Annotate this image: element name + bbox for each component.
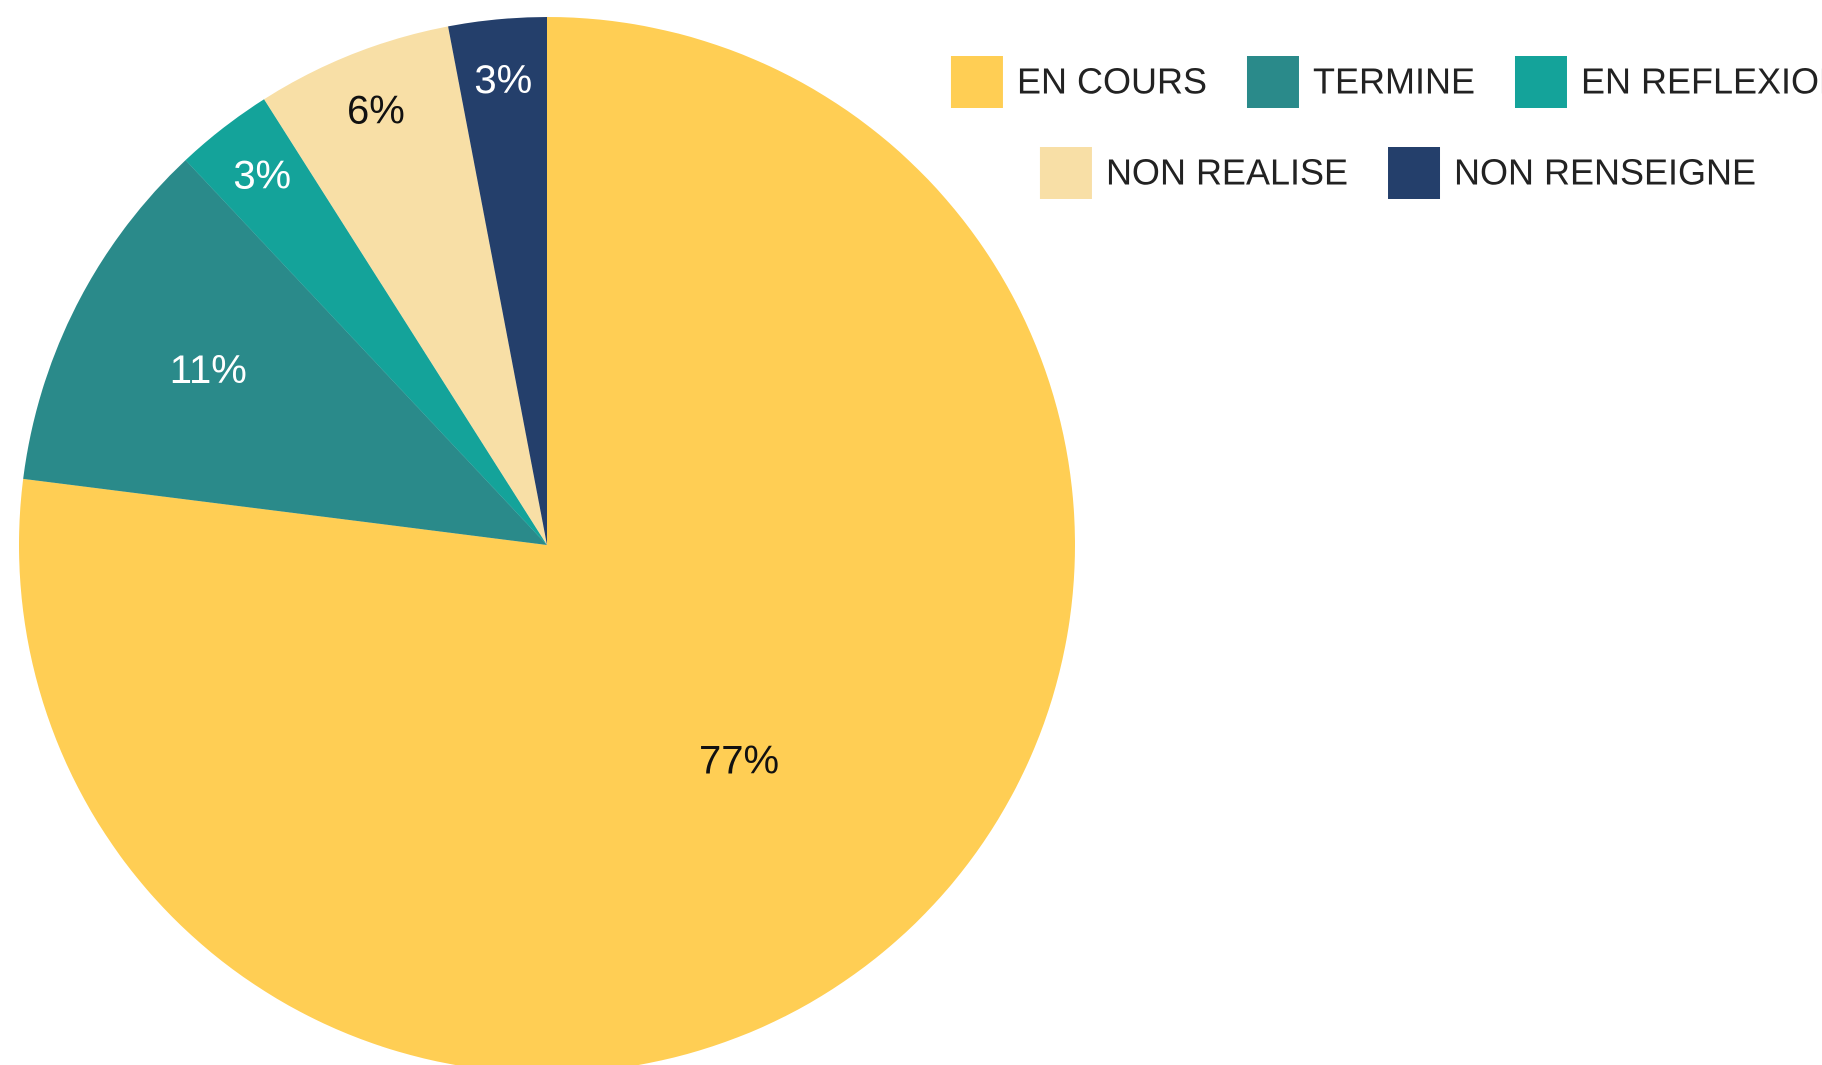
pie-slice [19,17,1075,1065]
pie-slice [264,26,547,545]
legend-swatch [1039,147,1092,199]
data-label: 11% [170,348,247,392]
data-label: 6% [347,89,405,133]
legend-swatch [1388,147,1441,199]
data-label: 3% [233,153,291,197]
data-label: 77% [699,738,779,782]
legend-label: EN COURS [1017,61,1207,102]
data-label: 3% [474,58,532,102]
legend-label: EN REFLEXION [1581,61,1822,102]
pie-slice [185,99,547,545]
pie-slice [23,160,547,546]
legend-label: TERMINE [1313,61,1475,102]
legend-swatch [950,56,1003,108]
legend-label: NON REALISE [1106,152,1348,193]
legend-label: NON RENSEIGNE [1454,152,1756,193]
legend-swatch [1514,56,1567,108]
legend-swatch [1246,56,1299,108]
pie-slice [448,17,547,545]
